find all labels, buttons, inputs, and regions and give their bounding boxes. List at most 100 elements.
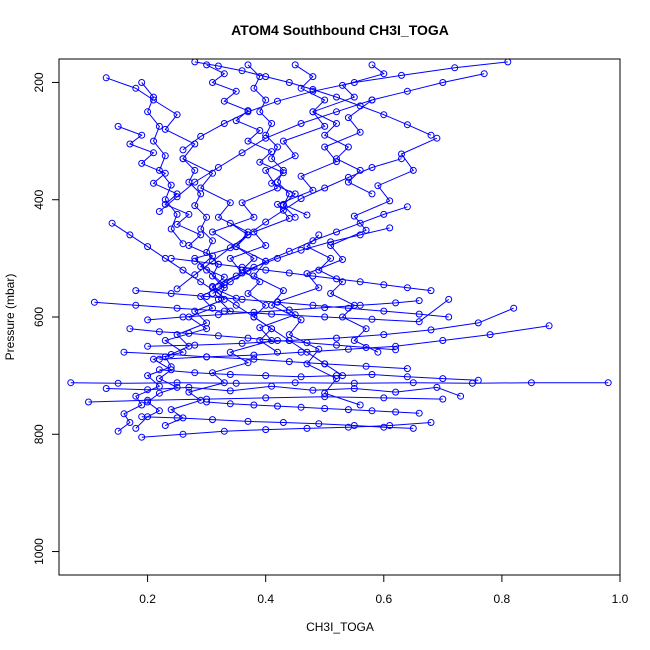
data-point — [392, 346, 400, 354]
data-point — [380, 331, 388, 339]
data-point — [238, 295, 246, 303]
data-point — [344, 143, 352, 151]
data-point — [291, 61, 299, 69]
data-point — [415, 318, 423, 326]
data-point — [85, 398, 92, 406]
data-point — [161, 337, 169, 344]
series-line — [247, 64, 296, 218]
series-17 — [214, 224, 394, 290]
data-point — [380, 394, 388, 402]
data-point — [155, 166, 163, 174]
data-point — [321, 143, 329, 151]
data-point — [321, 313, 329, 321]
data-point — [368, 61, 376, 69]
data-point — [150, 179, 157, 187]
data-point — [285, 269, 293, 277]
data-point — [309, 386, 317, 394]
y-tick-label: 600 — [32, 307, 46, 327]
data-point — [350, 379, 358, 387]
series-10 — [120, 348, 411, 373]
data-point — [150, 149, 157, 157]
data-point — [132, 287, 140, 295]
data-point — [161, 152, 169, 160]
data-point — [380, 423, 388, 431]
data-point — [344, 406, 352, 414]
data-point — [256, 278, 264, 286]
data-point — [362, 362, 370, 370]
series-line — [117, 125, 237, 299]
data-point — [262, 218, 270, 226]
series-line — [94, 299, 450, 323]
data-point — [303, 360, 311, 368]
data-point — [226, 219, 234, 227]
data-point — [250, 254, 258, 262]
data-point — [102, 385, 110, 392]
data-point — [214, 213, 222, 221]
data-point — [167, 225, 175, 233]
data-point — [126, 325, 134, 333]
data-point — [480, 70, 488, 78]
data-point — [368, 371, 376, 378]
data-point — [297, 403, 305, 411]
data-point — [144, 316, 152, 324]
data-point — [321, 360, 329, 368]
data-point — [339, 372, 346, 380]
data-point — [327, 242, 335, 249]
data-point — [209, 228, 216, 236]
data-point — [161, 200, 169, 208]
data-point — [179, 155, 187, 163]
data-point — [244, 231, 252, 239]
series-line — [182, 61, 508, 151]
data-point — [226, 254, 234, 262]
data-point — [214, 295, 222, 303]
data-point — [262, 166, 270, 174]
series-8 — [90, 295, 453, 326]
data-point — [427, 419, 435, 426]
data-point — [274, 254, 281, 262]
data-point — [256, 324, 264, 332]
data-point — [126, 419, 134, 426]
data-point — [321, 304, 329, 312]
data-point — [350, 385, 358, 392]
data-point — [138, 79, 146, 86]
series-line — [111, 222, 343, 377]
data-point — [244, 359, 252, 367]
series-18 — [114, 122, 240, 302]
data-point — [256, 73, 264, 81]
data-point — [250, 351, 258, 359]
data-point — [161, 125, 169, 133]
data-point — [173, 331, 181, 339]
plot-frame — [58, 58, 621, 576]
data-point — [226, 348, 234, 356]
data-point — [339, 256, 346, 263]
data-point — [356, 166, 364, 174]
series-line — [141, 82, 184, 245]
data-point — [120, 348, 128, 356]
data-point — [185, 388, 193, 396]
data-point — [238, 339, 246, 347]
data-point — [409, 424, 417, 432]
data-point — [309, 86, 317, 93]
data-point — [232, 87, 240, 95]
data-point — [268, 325, 276, 333]
data-point — [403, 365, 411, 373]
data-point — [209, 272, 216, 280]
data-point — [309, 272, 317, 280]
series-9 — [138, 419, 435, 441]
data-point — [262, 372, 270, 380]
data-point — [409, 166, 417, 174]
data-point — [315, 266, 323, 274]
data-point — [220, 70, 228, 78]
data-point — [244, 107, 252, 115]
data-point — [144, 386, 152, 394]
data-point — [303, 339, 311, 347]
data-point — [427, 131, 435, 139]
data-point — [274, 337, 281, 344]
data-point — [144, 108, 152, 116]
series-line — [88, 396, 443, 403]
data-point — [232, 243, 240, 251]
data-point — [250, 401, 258, 409]
data-point — [333, 108, 340, 116]
series-line — [159, 325, 550, 360]
y-tick-label: 800 — [32, 424, 46, 444]
